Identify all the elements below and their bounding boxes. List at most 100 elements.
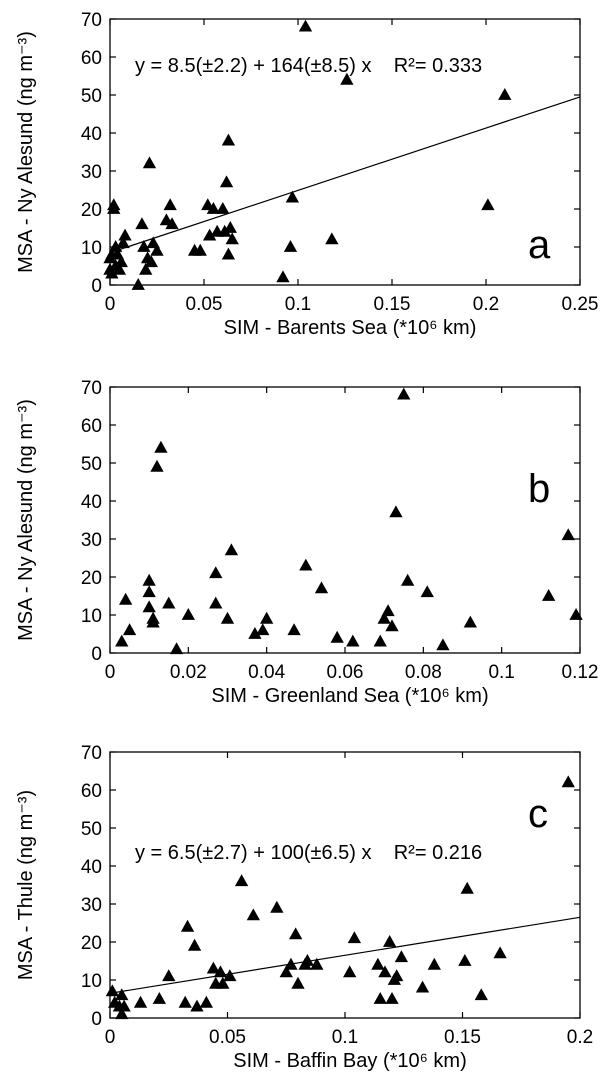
data-point — [206, 961, 221, 974]
data-point — [458, 954, 472, 966]
data-point — [144, 255, 159, 268]
data-point — [221, 133, 236, 146]
regression-equation: y = 6.5(±2.7) + 100(±6.5) x R²= 0.216 — [135, 842, 482, 864]
data-point — [206, 202, 221, 214]
data-point — [216, 976, 230, 989]
data-point — [498, 88, 512, 100]
data-point — [133, 995, 148, 1008]
data-point — [221, 247, 236, 260]
data-point — [299, 558, 313, 571]
y-axis-label: MSA - Ny Alesund (ng m⁻³) — [15, 399, 37, 641]
data-point — [385, 619, 399, 632]
data-point — [436, 638, 450, 651]
x-tick-label: 0.25 — [562, 294, 599, 315]
y-axis-label: MSA - Ny Alesund (ng m⁻³) — [15, 31, 37, 273]
y-tick-label: 0 — [91, 644, 102, 665]
data-point — [427, 957, 441, 970]
x-tick-label: 0.2 — [473, 294, 499, 315]
data-point — [276, 270, 290, 283]
data-point — [463, 615, 477, 628]
data-point — [270, 900, 284, 913]
x-tick-label: 0.04 — [248, 662, 285, 683]
data-point — [219, 175, 234, 188]
data-point — [373, 992, 387, 1004]
data-point — [181, 608, 195, 620]
data-point — [190, 999, 204, 1012]
data-point — [394, 950, 409, 963]
data-point — [542, 589, 556, 601]
data-point — [330, 630, 344, 643]
data-point — [298, 19, 313, 32]
data-point — [220, 611, 235, 624]
regression-line — [109, 96, 581, 254]
regression-line — [109, 916, 581, 994]
data-point — [137, 240, 151, 252]
data-point — [118, 228, 132, 241]
data-point — [287, 623, 301, 636]
y-tick-label: 60 — [81, 416, 102, 437]
data-point — [122, 623, 137, 636]
y-tick-label: 0 — [91, 1009, 102, 1030]
data-point — [116, 236, 130, 249]
data-point — [202, 228, 217, 241]
data-point — [415, 980, 430, 993]
data-point — [225, 232, 239, 245]
data-point — [162, 596, 176, 609]
x-axis-label: SIM - Barents Sea (*10⁶ km) — [224, 317, 477, 339]
data-point — [390, 969, 404, 982]
data-point — [114, 255, 128, 268]
y-tick-label: 70 — [81, 743, 102, 764]
y-tick-label: 40 — [81, 857, 102, 878]
data-point — [224, 543, 239, 556]
data-point — [256, 623, 270, 636]
data-point — [310, 957, 324, 970]
data-point — [216, 202, 230, 214]
data-point — [284, 957, 298, 970]
x-tick-label: 0.15 — [444, 1027, 481, 1048]
data-point — [340, 72, 354, 85]
y-tick-label: 10 — [81, 971, 102, 992]
x-tick-label: 0 — [105, 1027, 116, 1048]
data-point — [561, 775, 575, 788]
data-point — [152, 992, 166, 1004]
data-point — [178, 995, 192, 1008]
data-point — [385, 992, 399, 1004]
data-point — [146, 611, 160, 624]
data-point — [314, 581, 329, 594]
data-point — [347, 931, 362, 944]
data-point — [193, 243, 207, 256]
plot-frame — [109, 18, 581, 286]
y-tick-label: 50 — [81, 819, 102, 840]
x-axis-label: SIM - Baffin Bay (*10⁶ km) — [233, 1050, 467, 1072]
y-tick-label: 30 — [81, 530, 102, 551]
y-tick-label: 30 — [81, 162, 102, 183]
data-point — [154, 440, 168, 453]
data-point — [260, 611, 274, 624]
data-point — [139, 262, 153, 275]
y-tick-label: 50 — [81, 454, 102, 475]
data-point — [165, 217, 179, 230]
y-tick-label: 20 — [81, 200, 102, 221]
data-point — [119, 592, 133, 605]
data-point — [285, 190, 300, 203]
data-point — [346, 634, 360, 647]
panel-letter: c — [528, 792, 548, 836]
x-tick-label: 0.02 — [170, 662, 207, 683]
y-tick-label: 10 — [81, 238, 102, 259]
data-point — [213, 965, 228, 978]
data-point — [142, 600, 156, 613]
data-point — [169, 642, 184, 655]
data-point — [397, 387, 411, 400]
data-point — [300, 954, 315, 966]
panel-b: 0 0.02 0.04 0.06 0.08 0.1 0.12 0 10 20 30 40 50 60 70 S… — [15, 378, 598, 707]
x-tick-label: 0.08 — [405, 662, 442, 683]
data-point — [383, 935, 397, 947]
data-point — [218, 224, 232, 237]
x-tick-label: 0.1 — [332, 1027, 358, 1048]
x-tick-label: 0.12 — [562, 662, 599, 683]
data-point — [561, 528, 575, 541]
data-point — [105, 984, 119, 997]
data-point — [180, 919, 195, 932]
x-tick-label: 0 — [105, 662, 116, 683]
